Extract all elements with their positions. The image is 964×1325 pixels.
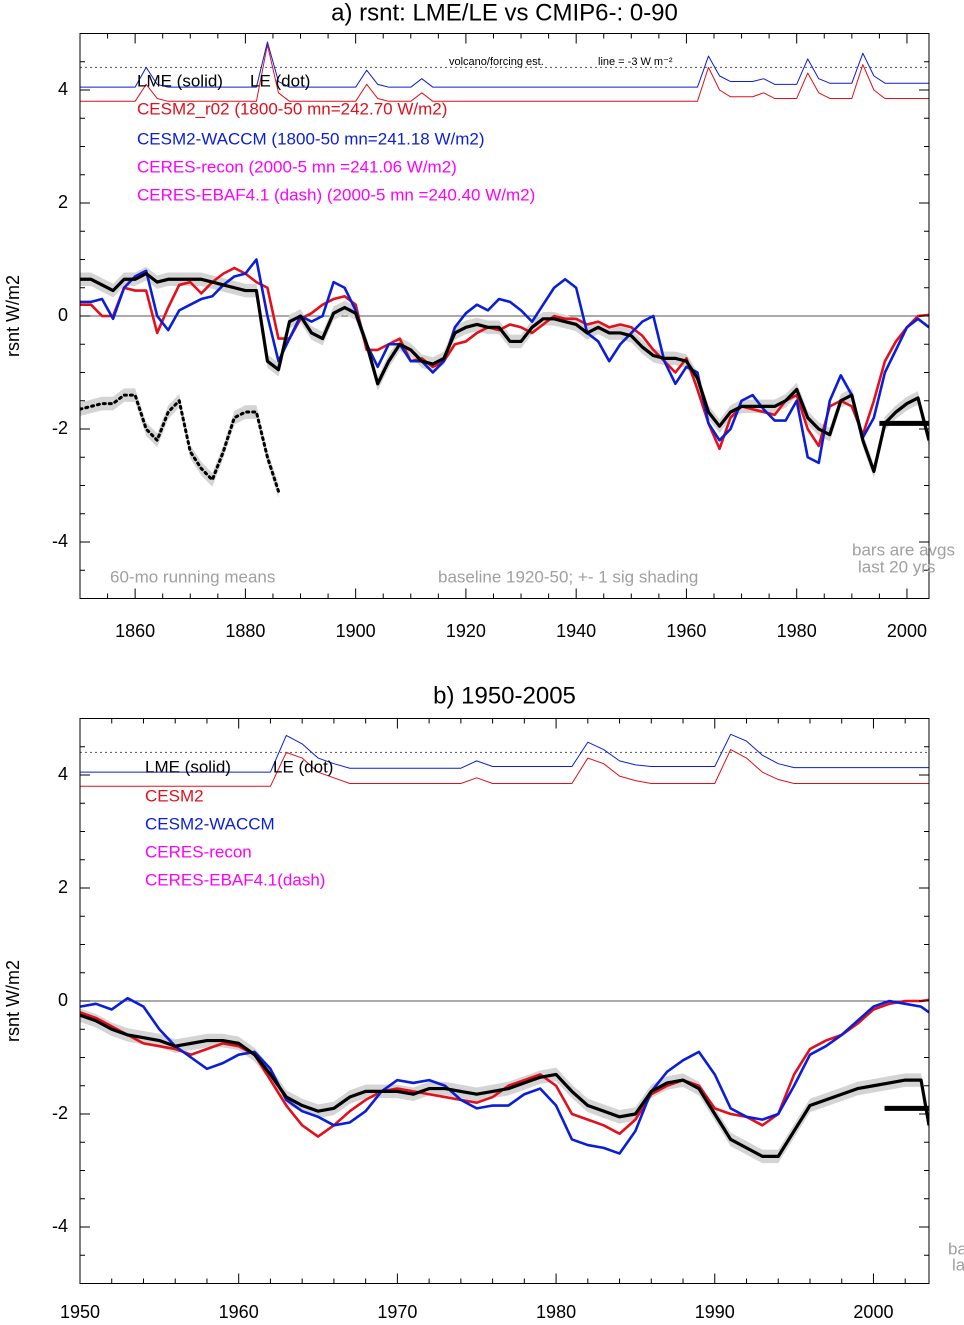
x-tick-label: 1990	[695, 1302, 735, 1322]
y-tick-label: 2	[58, 192, 68, 212]
annotation: bars are avgs	[852, 540, 955, 559]
y-tick-label: -2	[52, 1103, 68, 1123]
x-tick-label: 1900	[336, 621, 376, 641]
panel: b) 1950-2005 rsnt W/m2 -4 -2 0 2 4 1950 1960 1970…	[3, 682, 964, 1321]
forcing-line	[80, 749, 929, 787]
sigma-shading	[80, 1008, 929, 1164]
y-tick-label: 4	[58, 79, 68, 99]
series-line	[80, 1013, 929, 1158]
x-tick-label: 1940	[556, 621, 596, 641]
forcing-line	[80, 733, 929, 773]
x-tick-label: 2000	[853, 1302, 893, 1322]
legend-entry: CESM2_r02 (1800-50 mn=242.70 W/m2)	[137, 99, 447, 118]
x-tick-label: 1970	[377, 1302, 417, 1322]
annotation: volcano/forcing est.	[449, 56, 544, 68]
x-tick-label: 1860	[115, 621, 155, 641]
x-tick-label: 1980	[536, 1302, 576, 1322]
x-tick-label: 2000	[887, 621, 927, 641]
x-tick-label: 1920	[446, 621, 486, 641]
x-tick-label: 1880	[225, 621, 265, 641]
y-tick-label: -4	[52, 531, 68, 551]
legend-entry: LE (dot)	[273, 757, 333, 776]
legend-entry: CERES-EBAF4.1(dash)	[145, 870, 325, 889]
forcing-line	[80, 41, 929, 88]
chart-title: b) 1950-2005	[433, 682, 576, 709]
legend-entry: CERES-EBAF4.1 (dash) (2000-5 mn =240.40 …	[137, 185, 535, 204]
sigma-shading	[80, 388, 279, 498]
annotation: baseline 1920-50; +- 1 sig shading	[438, 567, 698, 586]
x-tick-label: 1980	[777, 621, 817, 641]
panel: a) rsnt: LME/LE vs CMIP6-: 0-90 rsnt W/m2…	[3, 0, 955, 641]
x-tick-label: 1960	[219, 1302, 259, 1322]
y-tick-label: 2	[58, 877, 68, 897]
legend-entry: CERES-recon	[145, 842, 252, 861]
annotation: last 20 yrs	[858, 557, 935, 576]
y-axis-label: rsnt W/m2	[3, 275, 23, 357]
annotation: 60-mo running means	[110, 567, 275, 586]
legend-entry: LME (solid)	[137, 71, 223, 90]
legend-entry: CESM2-WACCM (1800-50 mn=241.18 W/m2)	[137, 129, 485, 148]
x-tick-label: 1950	[60, 1302, 100, 1322]
series-line	[80, 258, 929, 465]
legend-entry: LME (solid)	[145, 757, 231, 776]
forcing-line	[80, 44, 929, 102]
y-tick-label: 0	[58, 305, 68, 325]
legend-entry: CESM2-WACCM	[145, 814, 275, 833]
series-line	[80, 996, 929, 1155]
series-line	[80, 393, 280, 493]
legend-entry: CESM2	[145, 786, 204, 805]
series-line	[80, 272, 929, 473]
annotation: line = -3 W m⁻²	[598, 56, 673, 68]
y-tick-label: 4	[58, 764, 68, 784]
y-tick-label: 0	[58, 990, 68, 1010]
y-axis-label: rsnt W/m2	[3, 960, 23, 1042]
legend-entry: CERES-recon (2000-5 mn =241.06 W/m2)	[137, 157, 457, 176]
annotation: ba	[948, 1239, 964, 1258]
series-line	[80, 998, 929, 1138]
legend-entry: LE (dot)	[250, 71, 310, 90]
chart-title: a) rsnt: LME/LE vs CMIP6-: 0-90	[331, 0, 678, 26]
annotation: la	[952, 1255, 964, 1274]
x-tick-label: 1960	[666, 621, 706, 641]
y-tick-label: -2	[52, 418, 68, 438]
y-tick-label: -4	[52, 1216, 68, 1236]
